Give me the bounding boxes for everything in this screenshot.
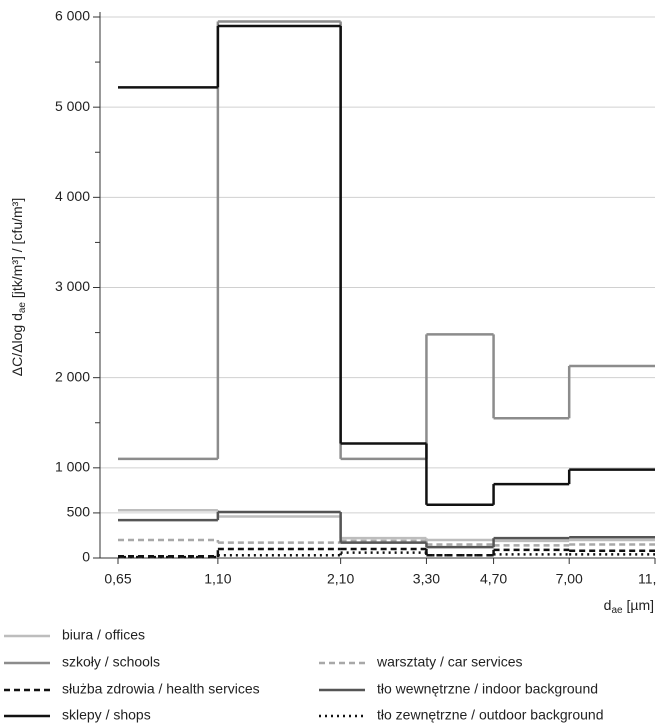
y-tick-label: 1 000 (55, 459, 90, 475)
x-tick-label: 0,65 (104, 571, 131, 587)
x-tick-label: 4,70 (480, 571, 507, 587)
legend-label: warsztaty / car services (376, 654, 522, 670)
x-tick-label: 7,00 (556, 571, 583, 587)
y-label-sub: ae (17, 302, 28, 314)
y-tick-label: 0 (82, 549, 90, 565)
legend-label: szkoły / schools (62, 654, 160, 670)
x-tick-label: 2,10 (327, 571, 354, 587)
legend-label: tło wewnętrzne / indoor background (377, 681, 598, 697)
x-label-main: d (604, 597, 612, 613)
y-axis-label: ΔC/Δlog dae [jtk/m³] / [cfu/m³] (9, 198, 28, 376)
y-tick-label: 3 000 (55, 278, 90, 294)
y-tick-label: 4 000 (55, 188, 90, 204)
x-label-sub: ae (611, 605, 623, 616)
y-tick-label: 6 000 (55, 8, 90, 24)
legend-label: tło zewnętrzne / outdoor background (377, 707, 603, 723)
legend-label: biura / offices (62, 627, 145, 643)
y-tick-label: 5 000 (55, 98, 90, 114)
x-tick-label: 3,30 (413, 571, 440, 587)
y-label-rest: [jtk/m³] / [cfu/m³] (9, 198, 25, 302)
x-tick-label: 11,00 (638, 571, 656, 587)
y-label-main: ΔC/Δlog d (9, 313, 25, 376)
x-axis-label: dae [µm] (604, 597, 654, 616)
y-tick-label: 2 000 (55, 368, 90, 384)
x-tick-label: 1,10 (204, 571, 231, 587)
legend-label: sklepy / shops (62, 707, 151, 723)
x-label-rest: [µm] (623, 597, 654, 613)
legend-label: służba zdrowia / health services (62, 681, 260, 697)
y-tick-label: 500 (67, 504, 91, 520)
